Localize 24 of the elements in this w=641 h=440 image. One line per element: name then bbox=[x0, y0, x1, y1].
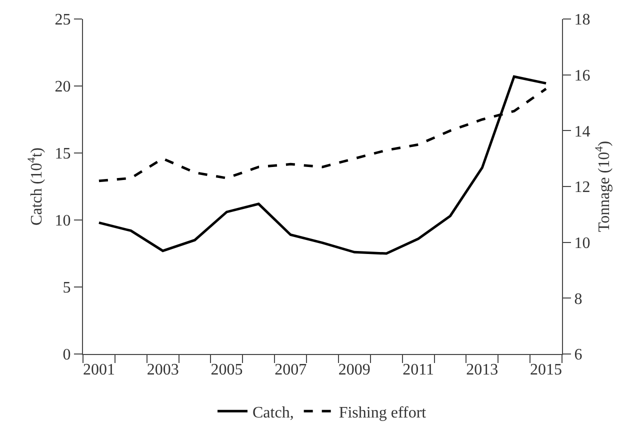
y-tick-label: 0 bbox=[62, 346, 71, 364]
y2-tick-label: 14 bbox=[574, 123, 590, 140]
y2-tick-label: 18 bbox=[574, 12, 590, 29]
x-tick-label: 2007 bbox=[274, 361, 307, 378]
line-series bbox=[98, 75, 548, 255]
y-tick-label: 20 bbox=[54, 78, 71, 96]
y2-tick-label: 12 bbox=[574, 179, 590, 196]
x-tick-label: 2013 bbox=[466, 361, 498, 378]
y-tick-label: 15 bbox=[54, 146, 71, 163]
x-tick-label: 2003 bbox=[146, 361, 179, 378]
legend-label: Fishing effort bbox=[338, 404, 427, 422]
y2-tick-label: 16 bbox=[574, 67, 590, 84]
y-tick-label: 5 bbox=[62, 280, 71, 297]
x-tick-label: 2009 bbox=[338, 361, 370, 378]
legend-label: Catch, bbox=[252, 404, 294, 422]
y2-tick-label: 10 bbox=[574, 234, 590, 252]
x-tick-label: 2005 bbox=[210, 361, 243, 378]
x-tick-label: 2001 bbox=[82, 361, 115, 378]
y-tick-label: 25 bbox=[54, 12, 71, 29]
y2-tick-label: 8 bbox=[574, 290, 582, 308]
x-tick-label: 2015 bbox=[530, 361, 562, 378]
y2-tick-label: 6 bbox=[574, 346, 582, 364]
x-tick-label: 2011 bbox=[402, 361, 434, 378]
y-tick-label: 10 bbox=[54, 212, 71, 230]
